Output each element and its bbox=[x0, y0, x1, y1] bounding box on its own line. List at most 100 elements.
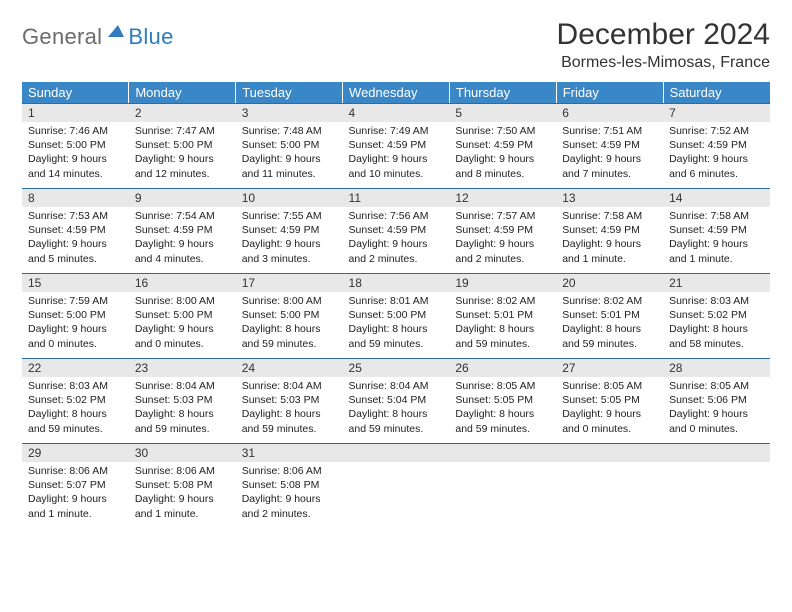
daylight-text: Daylight: 8 hours and 59 minutes. bbox=[562, 322, 657, 350]
sunrise-text: Sunrise: 7:56 AM bbox=[349, 209, 444, 223]
day-details: Sunrise: 8:05 AMSunset: 5:05 PMDaylight:… bbox=[556, 377, 663, 440]
calendar-cell: 1Sunrise: 7:46 AMSunset: 5:00 PMDaylight… bbox=[22, 103, 129, 188]
calendar-cell: 5Sunrise: 7:50 AMSunset: 4:59 PMDaylight… bbox=[449, 103, 556, 188]
sunrise-text: Sunrise: 8:06 AM bbox=[135, 464, 230, 478]
sunset-text: Sunset: 5:08 PM bbox=[242, 478, 337, 492]
daylight-text: Daylight: 8 hours and 58 minutes. bbox=[669, 322, 764, 350]
sunrise-text: Sunrise: 7:52 AM bbox=[669, 124, 764, 138]
day-number: 14 bbox=[663, 188, 770, 207]
day-number: 22 bbox=[22, 358, 129, 377]
logo-word-general: General bbox=[22, 24, 102, 50]
day-details: Sunrise: 7:54 AMSunset: 4:59 PMDaylight:… bbox=[129, 207, 236, 270]
sunrise-text: Sunrise: 8:06 AM bbox=[242, 464, 337, 478]
weekday-header-row: Sunday Monday Tuesday Wednesday Thursday… bbox=[22, 82, 770, 103]
daylight-text: Daylight: 9 hours and 1 minute. bbox=[28, 492, 123, 520]
day-number: 8 bbox=[22, 188, 129, 207]
day-number: 5 bbox=[449, 103, 556, 122]
logo: General Blue bbox=[22, 18, 174, 50]
day-number: 1 bbox=[22, 103, 129, 122]
sunrise-text: Sunrise: 8:05 AM bbox=[455, 379, 550, 393]
day-details: Sunrise: 8:05 AMSunset: 5:05 PMDaylight:… bbox=[449, 377, 556, 440]
sunset-text: Sunset: 5:00 PM bbox=[242, 308, 337, 322]
day-number bbox=[663, 443, 770, 462]
sunset-text: Sunset: 5:00 PM bbox=[28, 138, 123, 152]
daylight-text: Daylight: 9 hours and 0 minutes. bbox=[135, 322, 230, 350]
day-details: Sunrise: 7:52 AMSunset: 4:59 PMDaylight:… bbox=[663, 122, 770, 185]
day-number: 25 bbox=[343, 358, 450, 377]
sunset-text: Sunset: 5:01 PM bbox=[455, 308, 550, 322]
day-number: 16 bbox=[129, 273, 236, 292]
calendar-cell bbox=[663, 443, 770, 528]
sunset-text: Sunset: 5:02 PM bbox=[28, 393, 123, 407]
daylight-text: Daylight: 8 hours and 59 minutes. bbox=[135, 407, 230, 435]
day-details: Sunrise: 8:00 AMSunset: 5:00 PMDaylight:… bbox=[129, 292, 236, 355]
sunrise-text: Sunrise: 7:49 AM bbox=[349, 124, 444, 138]
sunset-text: Sunset: 4:59 PM bbox=[562, 138, 657, 152]
day-details: Sunrise: 8:05 AMSunset: 5:06 PMDaylight:… bbox=[663, 377, 770, 440]
sunset-text: Sunset: 5:03 PM bbox=[135, 393, 230, 407]
sunrise-text: Sunrise: 8:05 AM bbox=[669, 379, 764, 393]
calendar-cell: 16Sunrise: 8:00 AMSunset: 5:00 PMDayligh… bbox=[129, 273, 236, 358]
day-details: Sunrise: 7:50 AMSunset: 4:59 PMDaylight:… bbox=[449, 122, 556, 185]
sunrise-text: Sunrise: 7:53 AM bbox=[28, 209, 123, 223]
weekday-header: Monday bbox=[129, 82, 236, 103]
daylight-text: Daylight: 9 hours and 0 minutes. bbox=[562, 407, 657, 435]
sunrise-text: Sunrise: 8:03 AM bbox=[28, 379, 123, 393]
day-details: Sunrise: 7:49 AMSunset: 4:59 PMDaylight:… bbox=[343, 122, 450, 185]
sunset-text: Sunset: 5:02 PM bbox=[669, 308, 764, 322]
sunset-text: Sunset: 4:59 PM bbox=[562, 223, 657, 237]
sunrise-text: Sunrise: 8:02 AM bbox=[562, 294, 657, 308]
calendar-cell: 9Sunrise: 7:54 AMSunset: 4:59 PMDaylight… bbox=[129, 188, 236, 273]
day-number: 10 bbox=[236, 188, 343, 207]
weekday-header: Sunday bbox=[22, 82, 129, 103]
calendar-week-row: 29Sunrise: 8:06 AMSunset: 5:07 PMDayligh… bbox=[22, 443, 770, 528]
weekday-header: Wednesday bbox=[343, 82, 450, 103]
sunset-text: Sunset: 5:00 PM bbox=[135, 138, 230, 152]
sunset-text: Sunset: 5:05 PM bbox=[455, 393, 550, 407]
calendar-cell: 2Sunrise: 7:47 AMSunset: 5:00 PMDaylight… bbox=[129, 103, 236, 188]
daylight-text: Daylight: 9 hours and 1 minute. bbox=[562, 237, 657, 265]
calendar-cell: 25Sunrise: 8:04 AMSunset: 5:04 PMDayligh… bbox=[343, 358, 450, 443]
sunset-text: Sunset: 5:07 PM bbox=[28, 478, 123, 492]
daylight-text: Daylight: 9 hours and 0 minutes. bbox=[28, 322, 123, 350]
daylight-text: Daylight: 8 hours and 59 minutes. bbox=[455, 322, 550, 350]
day-details: Sunrise: 8:03 AMSunset: 5:02 PMDaylight:… bbox=[22, 377, 129, 440]
sunrise-text: Sunrise: 7:48 AM bbox=[242, 124, 337, 138]
sunrise-text: Sunrise: 7:55 AM bbox=[242, 209, 337, 223]
day-details: Sunrise: 8:03 AMSunset: 5:02 PMDaylight:… bbox=[663, 292, 770, 355]
calendar-cell: 31Sunrise: 8:06 AMSunset: 5:08 PMDayligh… bbox=[236, 443, 343, 528]
daylight-text: Daylight: 9 hours and 7 minutes. bbox=[562, 152, 657, 180]
daylight-text: Daylight: 9 hours and 2 minutes. bbox=[349, 237, 444, 265]
calendar-cell: 22Sunrise: 8:03 AMSunset: 5:02 PMDayligh… bbox=[22, 358, 129, 443]
calendar-cell: 12Sunrise: 7:57 AMSunset: 4:59 PMDayligh… bbox=[449, 188, 556, 273]
daylight-text: Daylight: 8 hours and 59 minutes. bbox=[28, 407, 123, 435]
day-number: 31 bbox=[236, 443, 343, 462]
logo-sail-icon bbox=[106, 23, 126, 39]
sunrise-text: Sunrise: 7:50 AM bbox=[455, 124, 550, 138]
sunrise-text: Sunrise: 7:46 AM bbox=[28, 124, 123, 138]
calendar-cell: 17Sunrise: 8:00 AMSunset: 5:00 PMDayligh… bbox=[236, 273, 343, 358]
day-number: 12 bbox=[449, 188, 556, 207]
calendar-cell: 24Sunrise: 8:04 AMSunset: 5:03 PMDayligh… bbox=[236, 358, 343, 443]
sunset-text: Sunset: 5:03 PM bbox=[242, 393, 337, 407]
day-number: 6 bbox=[556, 103, 663, 122]
calendar-cell bbox=[343, 443, 450, 528]
daylight-text: Daylight: 9 hours and 8 minutes. bbox=[455, 152, 550, 180]
sunrise-text: Sunrise: 7:58 AM bbox=[562, 209, 657, 223]
daylight-text: Daylight: 9 hours and 12 minutes. bbox=[135, 152, 230, 180]
day-details: Sunrise: 7:48 AMSunset: 5:00 PMDaylight:… bbox=[236, 122, 343, 185]
calendar-cell: 21Sunrise: 8:03 AMSunset: 5:02 PMDayligh… bbox=[663, 273, 770, 358]
day-details: Sunrise: 7:47 AMSunset: 5:00 PMDaylight:… bbox=[129, 122, 236, 185]
sunrise-text: Sunrise: 8:05 AM bbox=[562, 379, 657, 393]
calendar-cell: 11Sunrise: 7:56 AMSunset: 4:59 PMDayligh… bbox=[343, 188, 450, 273]
day-details: Sunrise: 7:59 AMSunset: 5:00 PMDaylight:… bbox=[22, 292, 129, 355]
day-details: Sunrise: 8:04 AMSunset: 5:03 PMDaylight:… bbox=[129, 377, 236, 440]
calendar-cell: 3Sunrise: 7:48 AMSunset: 5:00 PMDaylight… bbox=[236, 103, 343, 188]
daylight-text: Daylight: 9 hours and 3 minutes. bbox=[242, 237, 337, 265]
sunrise-text: Sunrise: 7:54 AM bbox=[135, 209, 230, 223]
day-number bbox=[343, 443, 450, 462]
sunset-text: Sunset: 4:59 PM bbox=[349, 138, 444, 152]
sunset-text: Sunset: 4:59 PM bbox=[28, 223, 123, 237]
day-number: 7 bbox=[663, 103, 770, 122]
day-details: Sunrise: 8:06 AMSunset: 5:08 PMDaylight:… bbox=[236, 462, 343, 525]
